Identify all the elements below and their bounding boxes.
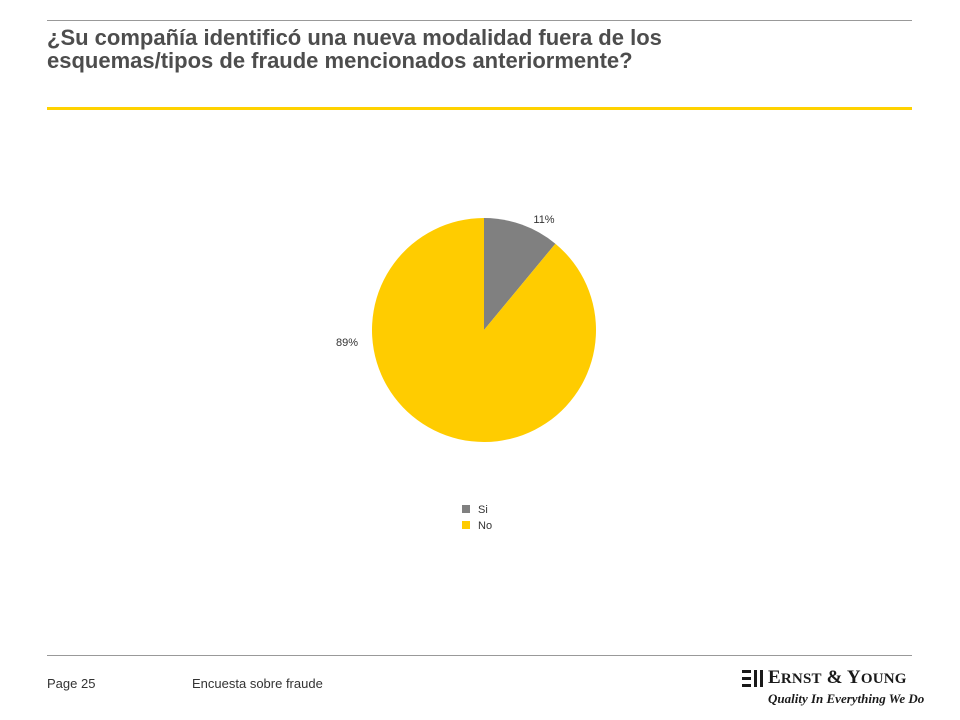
- page-number: Page 25: [47, 676, 96, 691]
- footer-title: Encuesta sobre fraude: [192, 676, 323, 691]
- pie-slices: [371, 218, 596, 442]
- slide-title-line-2: esquemas/tipos de fraude mencionados ant…: [47, 48, 633, 73]
- logo-tagline: Quality In Everything We Do: [768, 691, 925, 706]
- legend-swatch-si: [462, 505, 470, 513]
- pie-labels: 11% 89%: [336, 214, 555, 349]
- pie-slice-si: [484, 218, 556, 330]
- footer-divider: [47, 655, 912, 656]
- title-underline: [47, 107, 912, 110]
- top-divider: [47, 20, 912, 21]
- legend-label-no: No: [478, 520, 492, 532]
- pie-label-no: 89%: [336, 337, 358, 349]
- ernst-young-logo: ERNST & YOUNG Quality In Everything We D…: [742, 667, 924, 711]
- chart-legend: Si No: [462, 504, 492, 532]
- legend-label-si: Si: [478, 504, 488, 516]
- logo-wordmark: ERNST & YOUNG: [768, 667, 907, 688]
- ey-mark-icon: [742, 670, 763, 687]
- legend-swatch-no: [462, 521, 470, 529]
- pie-label-si: 11%: [533, 214, 554, 226]
- slide-title: ¿Su compañía identificó una nueva modali…: [47, 26, 912, 72]
- pie-slice-no: [371, 218, 596, 442]
- slide-title-line-1: ¿Su compañía identificó una nueva modali…: [47, 25, 662, 50]
